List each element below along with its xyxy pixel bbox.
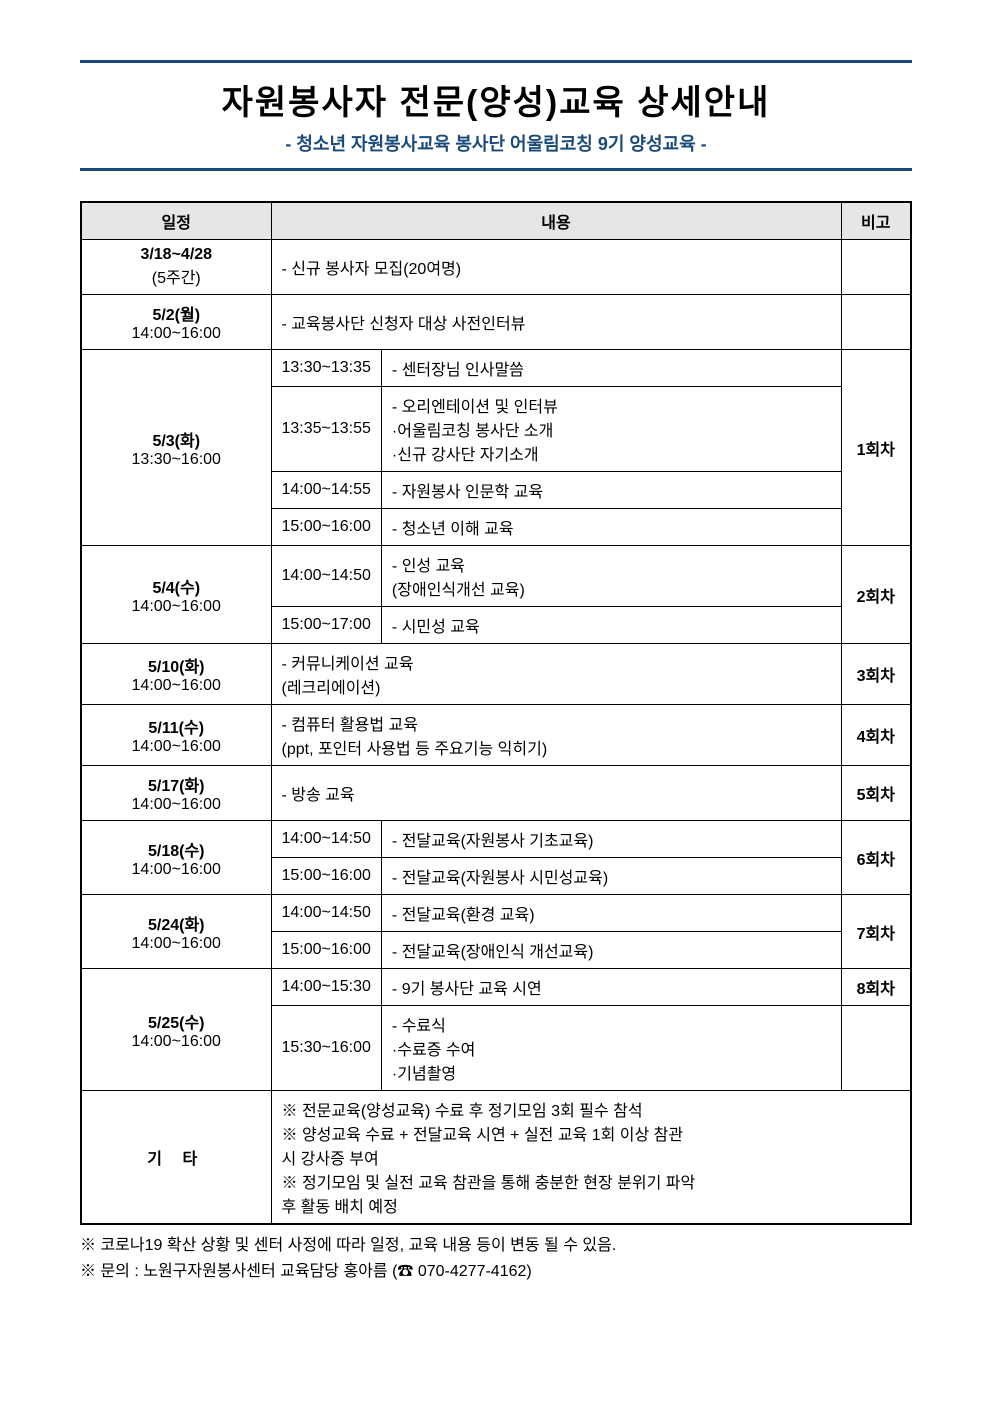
- content-cell: - 컴퓨터 활용법 교육 (ppt, 포인터 사용법 등 주요기능 익히기): [271, 705, 841, 766]
- content-cell: - 시민성 교육: [381, 607, 841, 644]
- time-cell: 15:30~16:00: [271, 1006, 381, 1091]
- note-cell: 5회차: [841, 766, 911, 821]
- time-cell: 13:30~13:35: [271, 350, 381, 387]
- table-header-row: 일정 내용 비고: [81, 202, 911, 240]
- table-row: 5/11(수) 14:00~16:00 - 컴퓨터 활용법 교육 (ppt, 포…: [81, 705, 911, 766]
- date-sub: 14:00~16:00: [92, 796, 261, 814]
- date-cell: 5/4(수) 14:00~16:00: [81, 546, 271, 644]
- time-cell: 14:00~15:30: [271, 969, 381, 1006]
- header-content: 내용: [271, 202, 841, 240]
- time-cell: 14:00~14:55: [271, 472, 381, 509]
- date-main: 5/2(월): [92, 301, 261, 325]
- note-cell: 7회차: [841, 895, 911, 969]
- table-row: 5/2(월) 14:00~16:00 - 교육봉사단 신청자 대상 사전인터뷰: [81, 295, 911, 350]
- table-row: 3/18~4/28 (5주간) - 신규 봉사자 모집(20여명): [81, 240, 911, 295]
- content-cell: - 오리엔테이션 및 인터뷰 ·어울림코칭 봉사단 소개 ·신규 강사단 자기소…: [381, 387, 841, 472]
- content-cell: - 교육봉사단 신청자 대상 사전인터뷰: [271, 295, 841, 350]
- date-sub: 14:00~16:00: [92, 738, 261, 756]
- table-row: 5/17(화) 14:00~16:00 - 방송 교육 5회차: [81, 766, 911, 821]
- note-cell: [841, 295, 911, 350]
- date-cell: 5/25(수) 14:00~16:00: [81, 969, 271, 1091]
- date-sub: 14:00~16:00: [92, 598, 261, 616]
- date-cell: 5/17(화) 14:00~16:00: [81, 766, 271, 821]
- time-cell: 13:35~13:55: [271, 387, 381, 472]
- time-cell: 14:00~14:50: [271, 895, 381, 932]
- date-cell: 3/18~4/28 (5주간): [81, 240, 271, 295]
- time-cell: 15:00~16:00: [271, 509, 381, 546]
- content-cell: - 9기 봉사단 교육 시연: [381, 969, 841, 1006]
- date-cell: 5/2(월) 14:00~16:00: [81, 295, 271, 350]
- table-row: 5/24(화) 14:00~16:00 14:00~14:50 - 전달교육(환…: [81, 895, 911, 932]
- content-cell: - 청소년 이해 교육: [381, 509, 841, 546]
- content-cell: - 전달교육(자원봉사 시민성교육): [381, 858, 841, 895]
- content-cell: - 전달교육(환경 교육): [381, 895, 841, 932]
- date-sub: 14:00~16:00: [92, 325, 261, 343]
- header-note: 비고: [841, 202, 911, 240]
- schedule-table: 일정 내용 비고 3/18~4/28 (5주간) - 신규 봉사자 모집(20여…: [80, 201, 912, 1225]
- date-sub: 14:00~16:00: [92, 861, 261, 879]
- date-cell: 5/24(화) 14:00~16:00: [81, 895, 271, 969]
- content-cell: - 신규 봉사자 모집(20여명): [271, 240, 841, 295]
- content-cell: - 커뮤니케이션 교육 (레크리에이션): [271, 644, 841, 705]
- date-cell: 5/10(화) 14:00~16:00: [81, 644, 271, 705]
- date-sub: 14:00~16:00: [92, 677, 261, 695]
- note-cell: 2회차: [841, 546, 911, 644]
- time-cell: 15:00~17:00: [271, 607, 381, 644]
- note-cell: 8회차: [841, 969, 911, 1006]
- content-cell: - 방송 교육: [271, 766, 841, 821]
- time-cell: 14:00~14:50: [271, 546, 381, 607]
- date-cell: 5/18(수) 14:00~16:00: [81, 821, 271, 895]
- date-cell: 5/11(수) 14:00~16:00: [81, 705, 271, 766]
- date-main: 5/11(수): [92, 714, 261, 738]
- footnotes: ※ 코로나19 확산 상황 및 센터 사정에 따라 일정, 교육 내용 등이 변…: [80, 1231, 912, 1281]
- date-main: 5/18(수): [92, 837, 261, 861]
- content-cell: - 전달교육(장애인식 개선교육): [381, 932, 841, 969]
- date-cell: 5/3(화) 13:30~16:00: [81, 350, 271, 546]
- table-row-etc: 기 타 ※ 전문교육(양성교육) 수료 후 정기모임 3회 필수 참석 ※ 양성…: [81, 1091, 911, 1225]
- content-cell: - 인성 교육 (장애인식개선 교육): [381, 546, 841, 607]
- title-block: 자원봉사자 전문(양성)교육 상세안내 - 청소년 자원봉사교육 봉사단 어울림…: [80, 60, 912, 171]
- date-main: 5/17(화): [92, 772, 261, 796]
- footnote-line: ※ 문의 : 노원구자원봉사센터 교육담당 홍아름 (☎ 070-4277-41…: [80, 1257, 912, 1281]
- header-date: 일정: [81, 202, 271, 240]
- content-cell: - 수료식 ·수료증 수여 ·기념촬영: [381, 1006, 841, 1091]
- date-sub: (5주간): [92, 264, 261, 288]
- date-main: 5/25(수): [92, 1009, 261, 1033]
- date-main: 5/24(화): [92, 911, 261, 935]
- etc-label: 기 타: [81, 1091, 271, 1225]
- time-cell: 15:00~16:00: [271, 858, 381, 895]
- date-sub: 13:30~16:00: [92, 451, 261, 469]
- date-main: 5/4(수): [92, 574, 261, 598]
- date-main: 3/18~4/28: [92, 246, 261, 264]
- time-cell: 15:00~16:00: [271, 932, 381, 969]
- main-title: 자원봉사자 전문(양성)교육 상세안내: [80, 75, 912, 124]
- note-cell: 1회차: [841, 350, 911, 546]
- date-main: 5/3(화): [92, 427, 261, 451]
- table-row: 5/25(수) 14:00~16:00 14:00~15:30 - 9기 봉사단…: [81, 969, 911, 1006]
- content-cell: - 센터장님 인사말씀: [381, 350, 841, 387]
- table-row: 5/4(수) 14:00~16:00 14:00~14:50 - 인성 교육 (…: [81, 546, 911, 607]
- note-cell: [841, 240, 911, 295]
- footnote-line: ※ 코로나19 확산 상황 및 센터 사정에 따라 일정, 교육 내용 등이 변…: [80, 1231, 912, 1255]
- time-cell: 14:00~14:50: [271, 821, 381, 858]
- note-cell: [841, 1006, 911, 1091]
- table-row: 5/3(화) 13:30~16:00 13:30~13:35 - 센터장님 인사…: [81, 350, 911, 387]
- note-cell: 4회차: [841, 705, 911, 766]
- subtitle: - 청소년 자원봉사교육 봉사단 어울림코칭 9기 양성교육 -: [80, 130, 912, 156]
- table-row: 5/10(화) 14:00~16:00 - 커뮤니케이션 교육 (레크리에이션)…: [81, 644, 911, 705]
- date-sub: 14:00~16:00: [92, 935, 261, 953]
- content-cell: - 자원봉사 인문학 교육: [381, 472, 841, 509]
- content-cell: - 전달교육(자원봉사 기초교육): [381, 821, 841, 858]
- date-sub: 14:00~16:00: [92, 1033, 261, 1051]
- title-top-rule: [80, 60, 912, 63]
- date-main: 5/10(화): [92, 653, 261, 677]
- note-cell: 6회차: [841, 821, 911, 895]
- note-cell: 3회차: [841, 644, 911, 705]
- etc-content: ※ 전문교육(양성교육) 수료 후 정기모임 3회 필수 참석 ※ 양성교육 수…: [271, 1091, 911, 1225]
- table-row: 5/18(수) 14:00~16:00 14:00~14:50 - 전달교육(자…: [81, 821, 911, 858]
